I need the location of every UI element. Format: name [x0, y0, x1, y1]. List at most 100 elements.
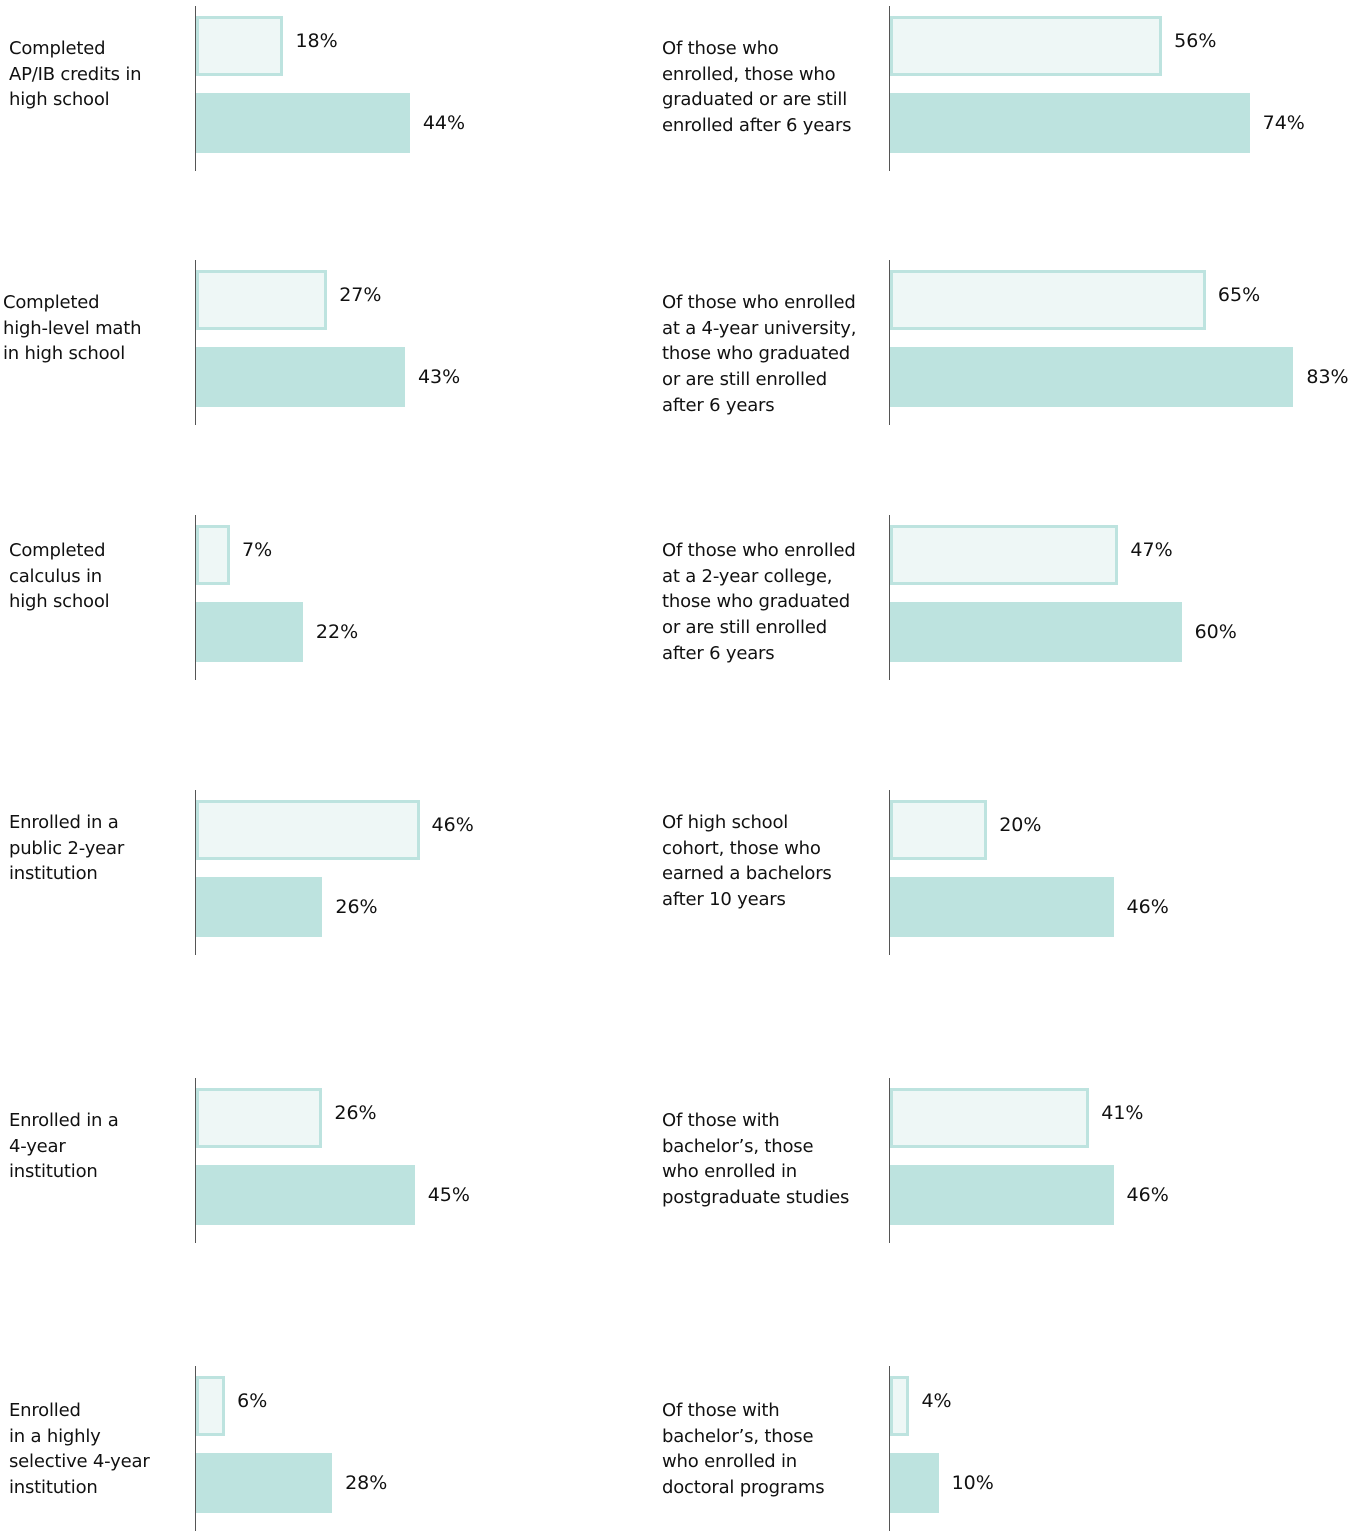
axis-line — [889, 260, 890, 425]
value-label: 46% — [1126, 1184, 1169, 1206]
category-label-line: Of high school — [662, 812, 789, 833]
axis-line — [889, 1078, 890, 1243]
value-label: 44% — [422, 112, 466, 134]
bar-filled — [890, 877, 1114, 937]
category-label: Of those with bachelor’s, those who enroll… — [662, 1108, 849, 1211]
axis-line — [195, 515, 196, 680]
bar-filled — [196, 602, 303, 662]
bar-outlined — [890, 800, 988, 860]
category-label-line: Completed — [9, 38, 106, 59]
category-label-line: Of those who — [662, 38, 779, 59]
bar-filled — [196, 1453, 333, 1513]
value-label: 45% — [427, 1184, 470, 1206]
category-label-line: institution — [9, 1477, 98, 1499]
category-label-line: high school — [9, 591, 110, 613]
category-label-line: Enrolled in a — [9, 1110, 119, 1131]
value-label: 60% — [1194, 621, 1237, 643]
bar-filled — [890, 1453, 939, 1513]
category-label: Completed high-level math in high school — [3, 290, 141, 367]
bar-filled — [890, 1165, 1114, 1225]
value-label: 26% — [335, 896, 378, 918]
axis-line — [195, 1078, 196, 1243]
category-label-line: institution — [9, 1161, 98, 1183]
bar-outlined — [890, 1088, 1090, 1148]
category-label-line: AP/IB credits in — [9, 63, 142, 85]
category-label-line: who enrolled in — [662, 1451, 797, 1473]
category-label-line: high school — [9, 89, 110, 111]
value-label: 22% — [315, 621, 359, 643]
value-label: 46% — [431, 814, 474, 836]
bar-outlined — [890, 1376, 910, 1436]
bar-outlined — [890, 16, 1163, 76]
category-label-line: high-level math — [3, 317, 142, 339]
category-label-line: those who graduated — [662, 591, 850, 613]
bar-filled — [890, 602, 1182, 662]
axis-line — [195, 1366, 196, 1531]
category-label-line: cohort, those who — [662, 837, 821, 859]
value-label: 43% — [417, 366, 461, 388]
category-label-line: in a highly — [9, 1425, 101, 1447]
category-label-line: after 10 years — [662, 889, 786, 911]
category-label-line: Completed — [3, 292, 100, 313]
category-label-line: after 6 years — [662, 394, 775, 416]
category-label: Of those with bachelor’s, those who enroll… — [662, 1398, 825, 1501]
value-label: 46% — [1126, 896, 1169, 918]
category-label: Of high school cohort, those who earned a … — [662, 810, 832, 913]
value-label: 10% — [951, 1472, 994, 1494]
bar-outlined — [890, 525, 1119, 585]
category-label-line: selective 4-year — [9, 1451, 150, 1473]
bar-outlined — [196, 1376, 226, 1436]
category-label-line: Enrolled — [9, 1400, 81, 1421]
bar-outlined — [890, 270, 1206, 330]
category-label-line: calculus in — [9, 565, 102, 587]
value-label: 65% — [1217, 284, 1261, 306]
value-label: 20% — [999, 814, 1042, 836]
value-label: 83% — [1306, 366, 1349, 388]
category-label-line: bachelor’s, those — [662, 1425, 814, 1447]
category-label-line: 4-year — [9, 1135, 66, 1157]
category-label-line: postgraduate studies — [662, 1187, 850, 1209]
bar-filled — [196, 347, 405, 407]
value-label: 4% — [921, 1390, 952, 1412]
value-label: 26% — [334, 1102, 377, 1124]
bar-filled — [890, 93, 1250, 153]
axis-line — [195, 790, 196, 955]
bar-filled — [196, 877, 323, 937]
category-label-line: or are still enrolled — [662, 617, 827, 639]
category-label-line: those who graduated — [662, 343, 850, 365]
bar-outlined — [196, 1088, 323, 1148]
category-label-line: Completed — [9, 540, 106, 561]
value-label: 41% — [1101, 1102, 1144, 1124]
bar-filled — [890, 347, 1294, 407]
category-label-line: graduated or are still — [662, 89, 848, 111]
category-label: Enrolled in a public 2-year institution — [9, 810, 124, 887]
category-label-line: Of those with — [662, 1400, 780, 1421]
category-label-line: at a 4-year university, — [662, 317, 857, 339]
bar-outlined — [196, 525, 231, 585]
category-label: Enrolled in a 4-year institution — [9, 1108, 119, 1185]
bar-filled — [196, 1165, 415, 1225]
bar-outlined — [196, 270, 328, 330]
category-label-line: enrolled after 6 years — [662, 115, 852, 137]
category-label-line: institution — [9, 863, 98, 885]
value-label: 6% — [237, 1390, 268, 1412]
axis-line — [195, 260, 196, 425]
category-label: Of those who enrolled, those who graduated… — [662, 36, 852, 139]
value-label: 28% — [345, 1472, 388, 1494]
category-label-line: or are still enrolled — [662, 369, 827, 391]
category-label-line: doctoral programs — [662, 1477, 825, 1499]
category-label-line: at a 2-year college, — [662, 565, 833, 587]
category-label-line: Of those who enrolled — [662, 292, 856, 313]
bar-outlined — [196, 16, 284, 76]
category-label: Completed calculus in high school — [9, 538, 110, 615]
value-label: 18% — [295, 30, 338, 52]
axis-line — [889, 1366, 890, 1531]
category-label: Completed AP/IB credits in high school — [9, 36, 142, 113]
category-label-line: earned a bachelors — [662, 863, 832, 885]
category-label-line: enrolled, those who — [662, 63, 836, 85]
category-label-line: Enrolled in a — [9, 812, 119, 833]
category-label-line: in high school — [3, 343, 126, 365]
value-label: 7% — [242, 539, 273, 561]
value-label: 27% — [339, 284, 382, 306]
bar-filled — [196, 93, 410, 153]
